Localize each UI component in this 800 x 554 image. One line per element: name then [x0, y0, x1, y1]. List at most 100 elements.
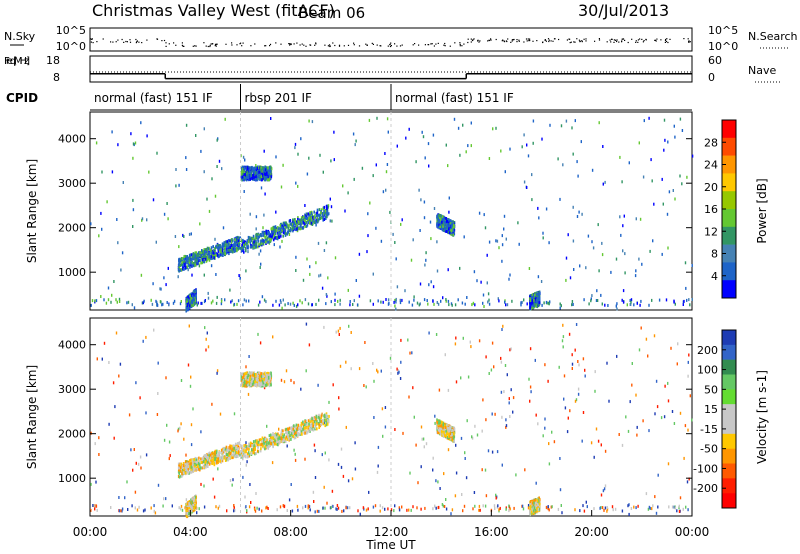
echo-cell — [233, 509, 235, 513]
echo-cell — [382, 434, 384, 438]
echo-cell — [376, 470, 379, 474]
nsky-point — [334, 44, 336, 47]
echo-cell — [405, 136, 407, 140]
echo-cell — [624, 252, 626, 256]
echo-cell — [242, 240, 244, 244]
echo-cell — [282, 234, 284, 238]
echo-cell — [593, 507, 595, 511]
echo-cell — [234, 444, 236, 448]
echo-cell — [249, 245, 252, 249]
echo-cell — [301, 301, 303, 305]
echo-cell — [380, 369, 382, 373]
echo-cell — [448, 224, 450, 228]
echo-cell — [192, 255, 194, 259]
echo-cell — [297, 303, 299, 307]
echo-cell — [446, 220, 449, 224]
echo-cell — [244, 173, 247, 177]
echo-cell — [608, 399, 610, 403]
echo-cell — [413, 415, 415, 419]
echo-cell — [186, 255, 188, 258]
echo-cell — [210, 246, 213, 250]
echo-cell — [193, 298, 195, 302]
echo-cell — [574, 399, 577, 403]
colorbar-swatch — [722, 173, 736, 192]
echo-cell — [203, 253, 206, 257]
echo-cell — [225, 240, 227, 244]
echo-cell — [385, 170, 388, 174]
echo-cell — [284, 230, 287, 234]
echo-cell — [278, 235, 281, 239]
echo-cell — [188, 257, 191, 261]
echo-cell — [529, 385, 532, 389]
echo-cell — [137, 462, 140, 466]
echo-cell — [348, 324, 350, 328]
nsky-point — [598, 39, 601, 41]
echo-cell — [500, 149, 502, 153]
echo-cell — [209, 248, 211, 252]
echo-cell — [308, 156, 310, 160]
echo-cell — [317, 241, 320, 245]
echo-cell — [190, 443, 193, 447]
nsky-point — [126, 41, 128, 43]
nsky-point — [669, 38, 671, 40]
echo-cell — [252, 236, 254, 240]
echo-cell — [237, 247, 239, 251]
echo-cell — [196, 262, 198, 266]
echo-cell — [683, 299, 685, 303]
echo-cell — [513, 506, 515, 510]
echo-cell — [186, 305, 188, 309]
echo-cell — [132, 142, 135, 146]
echo-cell — [624, 271, 626, 275]
echo-cell — [196, 303, 198, 307]
echo-cell — [294, 452, 296, 456]
nsky-point — [581, 41, 583, 43]
echo-cell — [135, 381, 137, 385]
echo-cell — [548, 462, 551, 466]
echo-cell — [687, 428, 689, 432]
echo-cell — [510, 347, 512, 351]
echo-cell — [330, 506, 332, 510]
echo-cell — [260, 175, 263, 179]
echo-cell — [350, 331, 352, 334]
echo-cell — [486, 253, 488, 257]
echo-cell — [438, 388, 441, 392]
echo-cell — [606, 507, 609, 511]
echo-cell — [319, 216, 322, 220]
echo-cell — [238, 452, 240, 455]
echo-cell — [650, 158, 652, 162]
nsky-point — [437, 42, 439, 44]
nsky-point — [135, 42, 137, 44]
echo-cell — [679, 496, 682, 500]
echo-cell — [154, 511, 157, 515]
echo-cell — [177, 466, 180, 470]
echo-cell — [494, 507, 496, 510]
echo-cell — [221, 459, 224, 463]
echo-cell — [443, 505, 446, 508]
nsky-point — [418, 44, 420, 46]
echo-cell — [442, 224, 444, 228]
echo-cell — [590, 299, 592, 303]
echo-cell — [317, 213, 320, 217]
echo-cell — [231, 483, 233, 487]
echo-cell — [116, 300, 118, 304]
echo-cell — [571, 362, 574, 366]
nsky-point — [181, 44, 183, 46]
echo-cell — [265, 231, 268, 235]
echo-cell — [326, 213, 329, 217]
echo-cell — [178, 468, 180, 472]
echo-cell — [309, 219, 311, 223]
echo-cell — [128, 413, 131, 417]
echo-cell — [313, 500, 315, 503]
echo-cell — [321, 286, 324, 290]
echo-cell — [571, 126, 573, 130]
echo-cell — [616, 307, 618, 311]
echo-cell — [288, 233, 291, 236]
echo-cell — [132, 208, 135, 212]
echo-cell — [640, 326, 642, 330]
echo-cell — [279, 245, 281, 249]
echo-cell — [345, 506, 347, 510]
echo-cell — [365, 385, 367, 389]
echo-cell — [444, 221, 447, 225]
echo-cell — [501, 259, 503, 263]
echo-cell — [141, 217, 144, 221]
